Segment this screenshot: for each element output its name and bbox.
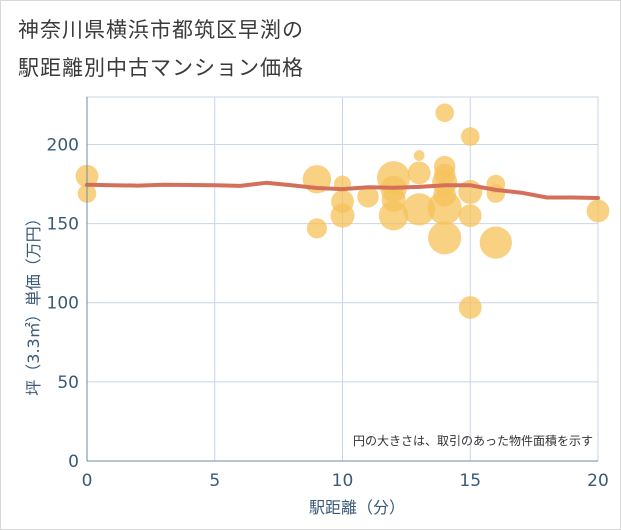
y-tick-label: 200 xyxy=(47,135,79,155)
chart-title-line-2: 駅距離別中古マンション価格 xyxy=(18,56,304,80)
bubble-point xyxy=(458,204,482,228)
bubble-point xyxy=(306,218,328,239)
bubble-point xyxy=(427,190,462,225)
y-tick-label: 50 xyxy=(57,373,79,393)
bubble-point xyxy=(458,296,482,319)
y-tick-label: 150 xyxy=(47,215,79,235)
trend-line xyxy=(85,180,600,200)
bubble-point xyxy=(407,161,431,185)
bubble-point xyxy=(403,193,436,226)
chart-title-line-1: 神奈川県横浜市都筑区早渕の xyxy=(18,18,304,42)
bubble-point xyxy=(435,103,455,123)
x-tick-label: 20 xyxy=(587,471,609,491)
bubble-point xyxy=(428,221,462,255)
x-axis-label: 駅距離（分） xyxy=(309,498,405,517)
y-axis-label: 坪（3.3㎡）単価（万円） xyxy=(24,210,43,395)
bubble-point xyxy=(330,203,355,228)
bubble-size-note: 円の大きさは、取引のあった物件面積を示す xyxy=(353,433,593,448)
bubble-point xyxy=(413,150,425,161)
y-tick-label: 0 xyxy=(68,452,79,472)
x-tick-label: 0 xyxy=(82,471,93,491)
bubble-point xyxy=(378,200,409,231)
grid xyxy=(86,96,599,462)
x-tick-label: 15 xyxy=(459,471,481,491)
bubble-point xyxy=(460,127,480,146)
x-tick-label: 10 xyxy=(332,471,354,491)
bubble-point xyxy=(479,226,512,259)
y-tick-label: 100 xyxy=(47,294,79,314)
tick-labels: 0 50 100 150 200 0 5 10 15 20 xyxy=(47,135,609,491)
axes xyxy=(86,97,598,462)
bubble-point xyxy=(357,185,379,208)
x-tick-label: 5 xyxy=(209,471,220,491)
trend-series xyxy=(85,180,600,200)
bubble-point xyxy=(586,199,610,223)
